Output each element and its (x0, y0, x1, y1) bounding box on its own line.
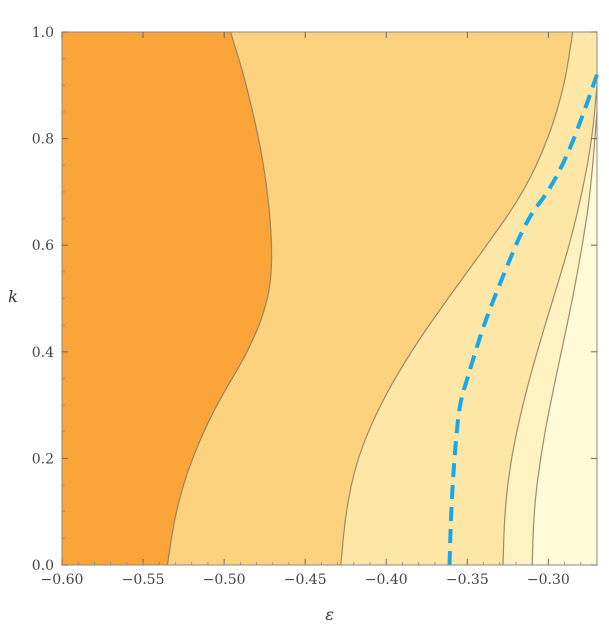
x-tick-label: −0.35 (446, 572, 489, 588)
x-axis-ticks: −0.60 −0.55 −0.50 −0.45 −0.40 −0.35 −0.30 (41, 32, 582, 588)
y-tick-label: 0.6 (32, 238, 54, 254)
y-tick-label: 0.0 (32, 558, 54, 574)
y-axis-ticks: 0.0 0.2 0.4 0.6 0.8 1.0 (32, 25, 597, 574)
contour-lines (166, 31, 598, 566)
contour-line (531, 111, 598, 566)
contour-line (502, 85, 598, 566)
dashed-curve-layer (447, 73, 599, 566)
contour-line (166, 31, 273, 566)
contour-region (62, 32, 272, 565)
y-tick-label: 0.4 (32, 345, 54, 361)
contour-line (340, 31, 574, 566)
y-tick-label: 0.8 (32, 132, 54, 148)
x-tick-label: −0.60 (41, 572, 84, 588)
y-axis-label: k (8, 287, 18, 306)
contour-regions (62, 32, 597, 565)
x-tick-label: −0.30 (527, 572, 570, 588)
dashed-curve (447, 73, 599, 566)
y-tick-label: 0.2 (32, 451, 54, 467)
x-axis-label: ε (325, 605, 334, 624)
y-tick-label: 1.0 (32, 25, 54, 41)
x-tick-label: −0.45 (284, 572, 327, 588)
x-tick-label: −0.55 (122, 572, 165, 588)
x-tick-label: −0.40 (365, 572, 408, 588)
x-tick-label: −0.50 (203, 572, 246, 588)
